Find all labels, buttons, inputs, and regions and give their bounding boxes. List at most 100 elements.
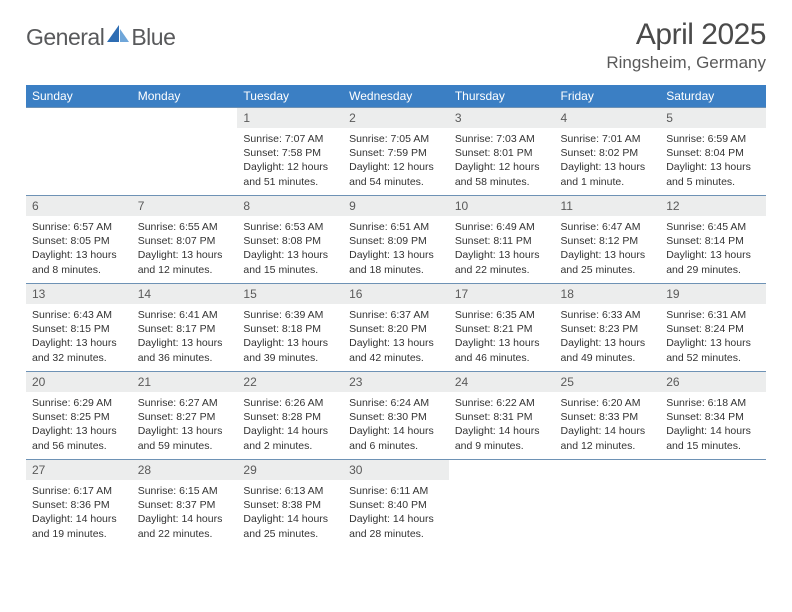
- sunset-text: Sunset: 8:11 PM: [455, 234, 549, 248]
- day-content: Sunrise: 6:11 AMSunset: 8:40 PMDaylight:…: [343, 480, 449, 543]
- sunset-text: Sunset: 8:01 PM: [455, 146, 549, 160]
- sunrise-text: Sunrise: 6:18 AM: [666, 396, 760, 410]
- sunset-text: Sunset: 8:24 PM: [666, 322, 760, 336]
- weekday-header: Thursday: [449, 85, 555, 107]
- calendar-cell: 12Sunrise: 6:45 AMSunset: 8:14 PMDayligh…: [660, 195, 766, 283]
- day-number: 8: [237, 195, 343, 216]
- day-content: Sunrise: 7:03 AMSunset: 8:01 PMDaylight:…: [449, 128, 555, 191]
- day-content: Sunrise: 6:51 AMSunset: 8:09 PMDaylight:…: [343, 216, 449, 279]
- sunset-text: Sunset: 8:20 PM: [349, 322, 443, 336]
- sunrise-text: Sunrise: 6:13 AM: [243, 484, 337, 498]
- sunrise-text: Sunrise: 6:27 AM: [138, 396, 232, 410]
- calendar-cell: 7Sunrise: 6:55 AMSunset: 8:07 PMDaylight…: [132, 195, 238, 283]
- daylight-text: Daylight: 13 hours and 49 minutes.: [561, 336, 655, 364]
- calendar-cell: 25Sunrise: 6:20 AMSunset: 8:33 PMDayligh…: [555, 371, 661, 459]
- day-number: 15: [237, 283, 343, 304]
- weekday-row: Sunday Monday Tuesday Wednesday Thursday…: [26, 85, 766, 107]
- sunset-text: Sunset: 8:27 PM: [138, 410, 232, 424]
- day-number: 19: [660, 283, 766, 304]
- sunset-text: Sunset: 8:14 PM: [666, 234, 760, 248]
- sunset-text: Sunset: 8:37 PM: [138, 498, 232, 512]
- sunrise-text: Sunrise: 7:07 AM: [243, 132, 337, 146]
- day-content: Sunrise: 6:29 AMSunset: 8:25 PMDaylight:…: [26, 392, 132, 455]
- sunrise-text: Sunrise: 6:33 AM: [561, 308, 655, 322]
- daylight-text: Daylight: 13 hours and 32 minutes.: [32, 336, 126, 364]
- sunrise-text: Sunrise: 6:11 AM: [349, 484, 443, 498]
- calendar-cell: 1Sunrise: 7:07 AMSunset: 7:58 PMDaylight…: [237, 107, 343, 195]
- sunrise-text: Sunrise: 7:01 AM: [561, 132, 655, 146]
- calendar-page: General Blue April 2025 Ringsheim, Germa…: [0, 0, 792, 547]
- calendar-cell: 26Sunrise: 6:18 AMSunset: 8:34 PMDayligh…: [660, 371, 766, 459]
- daylight-text: Daylight: 13 hours and 18 minutes.: [349, 248, 443, 276]
- day-number: 28: [132, 459, 238, 480]
- calendar-cell: [132, 107, 238, 195]
- sunset-text: Sunset: 8:28 PM: [243, 410, 337, 424]
- day-content: Sunrise: 6:41 AMSunset: 8:17 PMDaylight:…: [132, 304, 238, 367]
- day-content: Sunrise: 6:37 AMSunset: 8:20 PMDaylight:…: [343, 304, 449, 367]
- calendar-cell: 15Sunrise: 6:39 AMSunset: 8:18 PMDayligh…: [237, 283, 343, 371]
- sunrise-text: Sunrise: 6:41 AM: [138, 308, 232, 322]
- sunrise-text: Sunrise: 6:22 AM: [455, 396, 549, 410]
- sunrise-text: Sunrise: 6:51 AM: [349, 220, 443, 234]
- day-number: 24: [449, 371, 555, 392]
- calendar-cell: 17Sunrise: 6:35 AMSunset: 8:21 PMDayligh…: [449, 283, 555, 371]
- calendar-cell: 30Sunrise: 6:11 AMSunset: 8:40 PMDayligh…: [343, 459, 449, 547]
- day-content: Sunrise: 6:26 AMSunset: 8:28 PMDaylight:…: [237, 392, 343, 455]
- day-content: Sunrise: 6:43 AMSunset: 8:15 PMDaylight:…: [26, 304, 132, 367]
- day-number: 18: [555, 283, 661, 304]
- sunrise-text: Sunrise: 6:55 AM: [138, 220, 232, 234]
- sunrise-text: Sunrise: 6:43 AM: [32, 308, 126, 322]
- calendar-cell: 27Sunrise: 6:17 AMSunset: 8:36 PMDayligh…: [26, 459, 132, 547]
- calendar-cell: 2Sunrise: 7:05 AMSunset: 7:59 PMDaylight…: [343, 107, 449, 195]
- sunrise-text: Sunrise: 6:26 AM: [243, 396, 337, 410]
- day-number: [660, 459, 766, 479]
- day-content: Sunrise: 6:18 AMSunset: 8:34 PMDaylight:…: [660, 392, 766, 455]
- calendar-week: 6Sunrise: 6:57 AMSunset: 8:05 PMDaylight…: [26, 195, 766, 283]
- sunset-text: Sunset: 8:02 PM: [561, 146, 655, 160]
- calendar-cell: 6Sunrise: 6:57 AMSunset: 8:05 PMDaylight…: [26, 195, 132, 283]
- daylight-text: Daylight: 13 hours and 42 minutes.: [349, 336, 443, 364]
- calendar-cell: 23Sunrise: 6:24 AMSunset: 8:30 PMDayligh…: [343, 371, 449, 459]
- day-content: Sunrise: 6:24 AMSunset: 8:30 PMDaylight:…: [343, 392, 449, 455]
- day-number: 26: [660, 371, 766, 392]
- daylight-text: Daylight: 13 hours and 46 minutes.: [455, 336, 549, 364]
- daylight-text: Daylight: 13 hours and 1 minute.: [561, 160, 655, 188]
- day-content: Sunrise: 7:05 AMSunset: 7:59 PMDaylight:…: [343, 128, 449, 191]
- day-number: 16: [343, 283, 449, 304]
- brand-word2: Blue: [131, 24, 175, 51]
- day-number: 10: [449, 195, 555, 216]
- sunrise-text: Sunrise: 6:20 AM: [561, 396, 655, 410]
- day-content: Sunrise: 6:49 AMSunset: 8:11 PMDaylight:…: [449, 216, 555, 279]
- calendar-cell: 5Sunrise: 6:59 AMSunset: 8:04 PMDaylight…: [660, 107, 766, 195]
- weekday-header: Wednesday: [343, 85, 449, 107]
- weekday-header: Saturday: [660, 85, 766, 107]
- brand-word1: General: [26, 24, 104, 51]
- day-number: 23: [343, 371, 449, 392]
- day-number: 3: [449, 107, 555, 128]
- sunrise-text: Sunrise: 6:17 AM: [32, 484, 126, 498]
- sunset-text: Sunset: 8:31 PM: [455, 410, 549, 424]
- day-content: Sunrise: 6:20 AMSunset: 8:33 PMDaylight:…: [555, 392, 661, 455]
- calendar-cell: 9Sunrise: 6:51 AMSunset: 8:09 PMDaylight…: [343, 195, 449, 283]
- daylight-text: Daylight: 14 hours and 25 minutes.: [243, 512, 337, 540]
- sunrise-text: Sunrise: 6:59 AM: [666, 132, 760, 146]
- daylight-text: Daylight: 12 hours and 51 minutes.: [243, 160, 337, 188]
- sunset-text: Sunset: 7:58 PM: [243, 146, 337, 160]
- sunset-text: Sunset: 8:18 PM: [243, 322, 337, 336]
- calendar-week: 1Sunrise: 7:07 AMSunset: 7:58 PMDaylight…: [26, 107, 766, 195]
- sunset-text: Sunset: 8:33 PM: [561, 410, 655, 424]
- day-number: 17: [449, 283, 555, 304]
- sunrise-text: Sunrise: 6:53 AM: [243, 220, 337, 234]
- daylight-text: Daylight: 13 hours and 59 minutes.: [138, 424, 232, 452]
- day-content: Sunrise: 6:15 AMSunset: 8:37 PMDaylight:…: [132, 480, 238, 543]
- day-content: Sunrise: 6:13 AMSunset: 8:38 PMDaylight:…: [237, 480, 343, 543]
- day-number: 6: [26, 195, 132, 216]
- sunset-text: Sunset: 8:36 PM: [32, 498, 126, 512]
- calendar-cell: [449, 459, 555, 547]
- daylight-text: Daylight: 13 hours and 8 minutes.: [32, 248, 126, 276]
- calendar-cell: [555, 459, 661, 547]
- day-content: Sunrise: 6:45 AMSunset: 8:14 PMDaylight:…: [660, 216, 766, 279]
- sunset-text: Sunset: 8:40 PM: [349, 498, 443, 512]
- day-content: Sunrise: 7:07 AMSunset: 7:58 PMDaylight:…: [237, 128, 343, 191]
- day-content: Sunrise: 6:35 AMSunset: 8:21 PMDaylight:…: [449, 304, 555, 367]
